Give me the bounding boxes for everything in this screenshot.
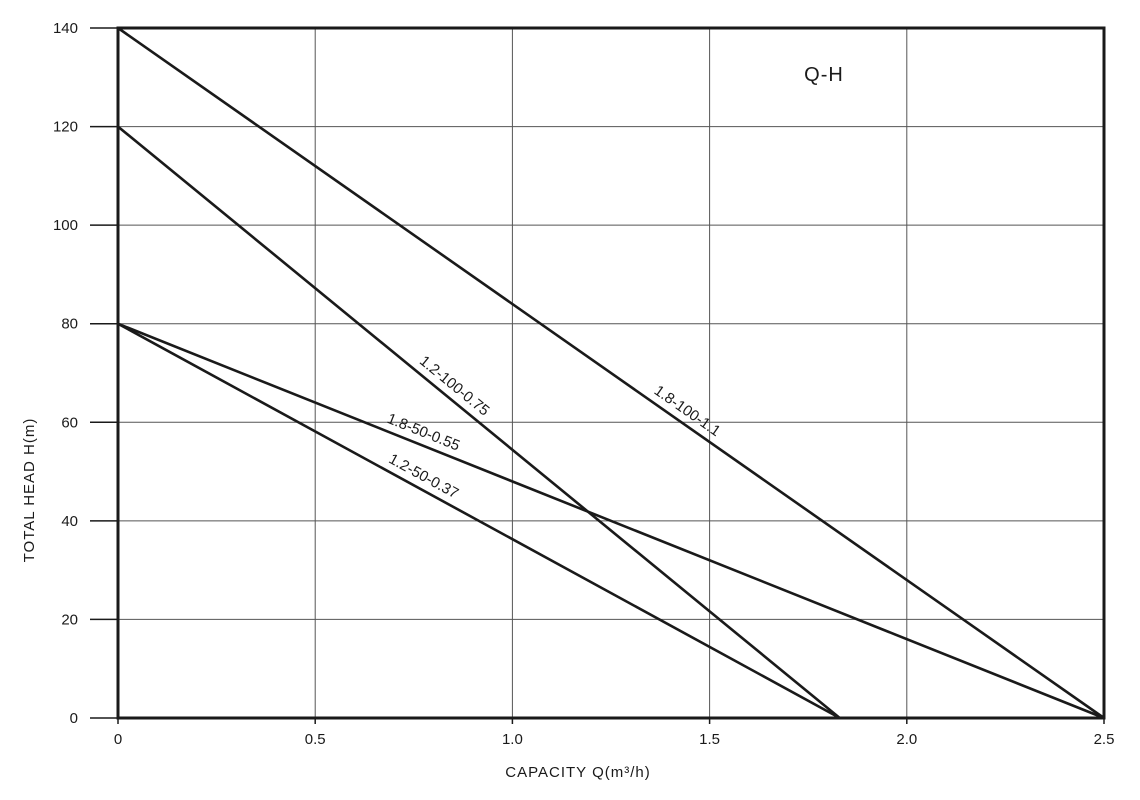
series-label: 1.8-50-0.55 [385, 410, 463, 454]
series-lines [117, 26, 1105, 720]
y-tick-label: 0 [70, 710, 78, 727]
chart-title: Q-H [804, 64, 844, 86]
y-axis-title: TOTAL HEAD H(m) [21, 418, 38, 563]
series-label-group: 1.2-100-0.75 [416, 352, 493, 419]
series-line [117, 26, 1105, 720]
y-tick-label: 20 [61, 611, 78, 628]
plot-frame [116, 26, 1106, 720]
y-tick-label: 100 [53, 217, 78, 234]
series-line [117, 322, 841, 720]
y-tick-label: 140 [53, 20, 78, 37]
x-tick-label: 0 [114, 731, 122, 748]
y-tick-label: 60 [61, 414, 78, 431]
series-label-group: 1.8-50-0.55 [385, 410, 463, 454]
x-tick-label: 2.0 [896, 731, 917, 748]
x-tick-label: 0.5 [305, 731, 326, 748]
series-line [117, 322, 1105, 720]
x-tick-label: 1.0 [502, 731, 523, 748]
x-tick-label: 1.5 [699, 731, 720, 748]
y-tick-label: 40 [61, 513, 78, 530]
axis-ticks: 0 0.5 1.0 1.5 2.0 2.5 0 20 40 60 80 100 120 140 [53, 20, 1114, 748]
x-tick-label: 2.5 [1094, 731, 1115, 748]
series-label: 1.2-100-0.75 [416, 352, 493, 419]
series-label: 1.8-100-1.1 [651, 382, 724, 440]
series-line [117, 125, 841, 720]
series-labels: 1.8-100-1.11.2-100-0.751.8-50-0.551.2-50… [385, 352, 724, 502]
y-tick-label: 120 [53, 119, 78, 136]
series-label-group: 1.8-100-1.1 [651, 382, 724, 440]
x-axis-title: CAPACITY Q(m³/h) [505, 764, 650, 781]
y-tick-label: 80 [61, 316, 78, 333]
